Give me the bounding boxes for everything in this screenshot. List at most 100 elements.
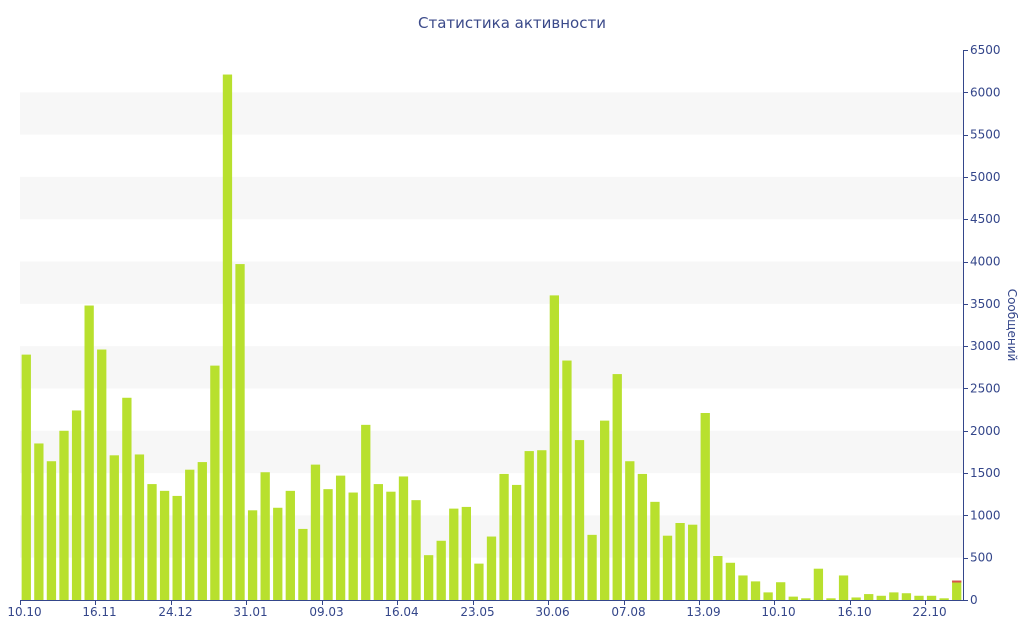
bar[interactable] (562, 360, 572, 600)
bar[interactable] (197, 462, 207, 600)
x-tick-label: 16.11 (82, 605, 116, 619)
bar[interactable] (889, 592, 899, 600)
y-tick-label: 0 (970, 593, 978, 607)
bar[interactable] (97, 349, 107, 600)
bar[interactable] (172, 495, 182, 600)
x-tick-label: 09.03 (309, 605, 343, 619)
grid-band (20, 346, 963, 389)
bar[interactable] (134, 454, 145, 600)
bar[interactable] (838, 575, 849, 600)
bar[interactable] (713, 556, 723, 600)
bar[interactable] (323, 489, 333, 600)
bar[interactable] (474, 563, 484, 600)
bar[interactable] (222, 74, 233, 601)
bar[interactable] (574, 440, 585, 600)
bar[interactable] (662, 535, 673, 600)
bar[interactable] (260, 472, 270, 600)
bar[interactable] (348, 492, 358, 600)
bar[interactable] (335, 475, 346, 600)
bar[interactable] (159, 490, 170, 600)
bar[interactable] (612, 374, 622, 600)
bar[interactable] (273, 507, 283, 600)
bar[interactable] (84, 305, 94, 600)
bar[interactable] (688, 524, 698, 600)
grid-bands (20, 92, 963, 558)
bar[interactable] (398, 476, 409, 600)
y-tick-label: 3000 (970, 339, 1001, 353)
grid-band (20, 261, 963, 304)
bar[interactable] (864, 594, 874, 600)
bar[interactable] (813, 568, 824, 600)
bar[interactable] (826, 598, 836, 600)
bar[interactable] (361, 424, 371, 600)
bar[interactable] (499, 473, 509, 600)
bar[interactable] (386, 491, 396, 600)
bar[interactable] (600, 420, 610, 600)
y-tick-label: 1500 (970, 466, 1001, 480)
y-tick-label: 5500 (970, 128, 1001, 142)
bar[interactable] (625, 461, 635, 600)
bar[interactable] (637, 473, 648, 600)
bar[interactable] (373, 484, 383, 600)
bar[interactable] (524, 451, 534, 600)
bar[interactable] (461, 506, 471, 600)
bar[interactable] (776, 582, 786, 600)
y-axis-title: Сообщений (1005, 289, 1019, 362)
bar[interactable] (511, 484, 522, 600)
bar[interactable] (423, 555, 434, 600)
bar[interactable] (46, 461, 57, 600)
bar[interactable] (210, 365, 220, 600)
y-tick-label: 6500 (970, 43, 1001, 57)
bar[interactable] (486, 536, 497, 600)
bar[interactable] (549, 295, 560, 600)
bar[interactable] (411, 500, 421, 600)
bar[interactable] (109, 455, 119, 600)
bar[interactable] (939, 598, 949, 600)
bar[interactable] (650, 501, 660, 600)
x-tick-label: 31.01 (233, 605, 267, 619)
bars (21, 74, 962, 601)
bar[interactable] (34, 443, 44, 600)
bar[interactable] (914, 595, 924, 600)
bar[interactable] (738, 575, 748, 600)
bar[interactable] (298, 528, 308, 600)
bar[interactable] (310, 464, 321, 600)
bar[interactable] (801, 598, 811, 600)
bar[interactable] (235, 264, 245, 600)
bar[interactable] (901, 593, 912, 600)
grid-band (20, 176, 963, 220)
grid-band (20, 92, 963, 135)
x-tick-label: 10.10 (761, 605, 795, 619)
bar[interactable] (675, 523, 685, 600)
bar[interactable] (436, 540, 446, 600)
bar[interactable] (763, 592, 773, 600)
bar[interactable] (59, 430, 69, 600)
x-tick-label: 16.10 (837, 605, 871, 619)
bar[interactable] (851, 597, 861, 600)
bar[interactable] (122, 397, 132, 600)
bar[interactable] (247, 510, 258, 600)
bar[interactable] (285, 490, 295, 600)
bar[interactable] (750, 581, 761, 600)
bar[interactable] (185, 469, 195, 600)
bar[interactable] (537, 450, 547, 600)
bar[interactable] (952, 580, 962, 600)
bar[interactable] (71, 410, 82, 600)
chart-title: Статистика активности (418, 14, 606, 32)
bar[interactable] (21, 354, 31, 600)
y-tick-label: 3500 (970, 297, 1001, 311)
bar[interactable] (876, 595, 886, 600)
bar[interactable] (788, 596, 798, 600)
grid-band (20, 430, 963, 474)
bar[interactable] (700, 413, 710, 600)
bar[interactable] (587, 534, 597, 600)
y-tick-label: 1000 (970, 508, 1001, 522)
bar[interactable] (449, 508, 459, 600)
bar[interactable] (926, 595, 937, 600)
bar[interactable] (725, 562, 736, 600)
y-tick-label: 4000 (970, 255, 1001, 269)
axes: 0 500 1000 1500 2000 2500 3000 3500 4000 4500 5000… (7, 43, 1000, 619)
bar[interactable] (147, 484, 157, 600)
